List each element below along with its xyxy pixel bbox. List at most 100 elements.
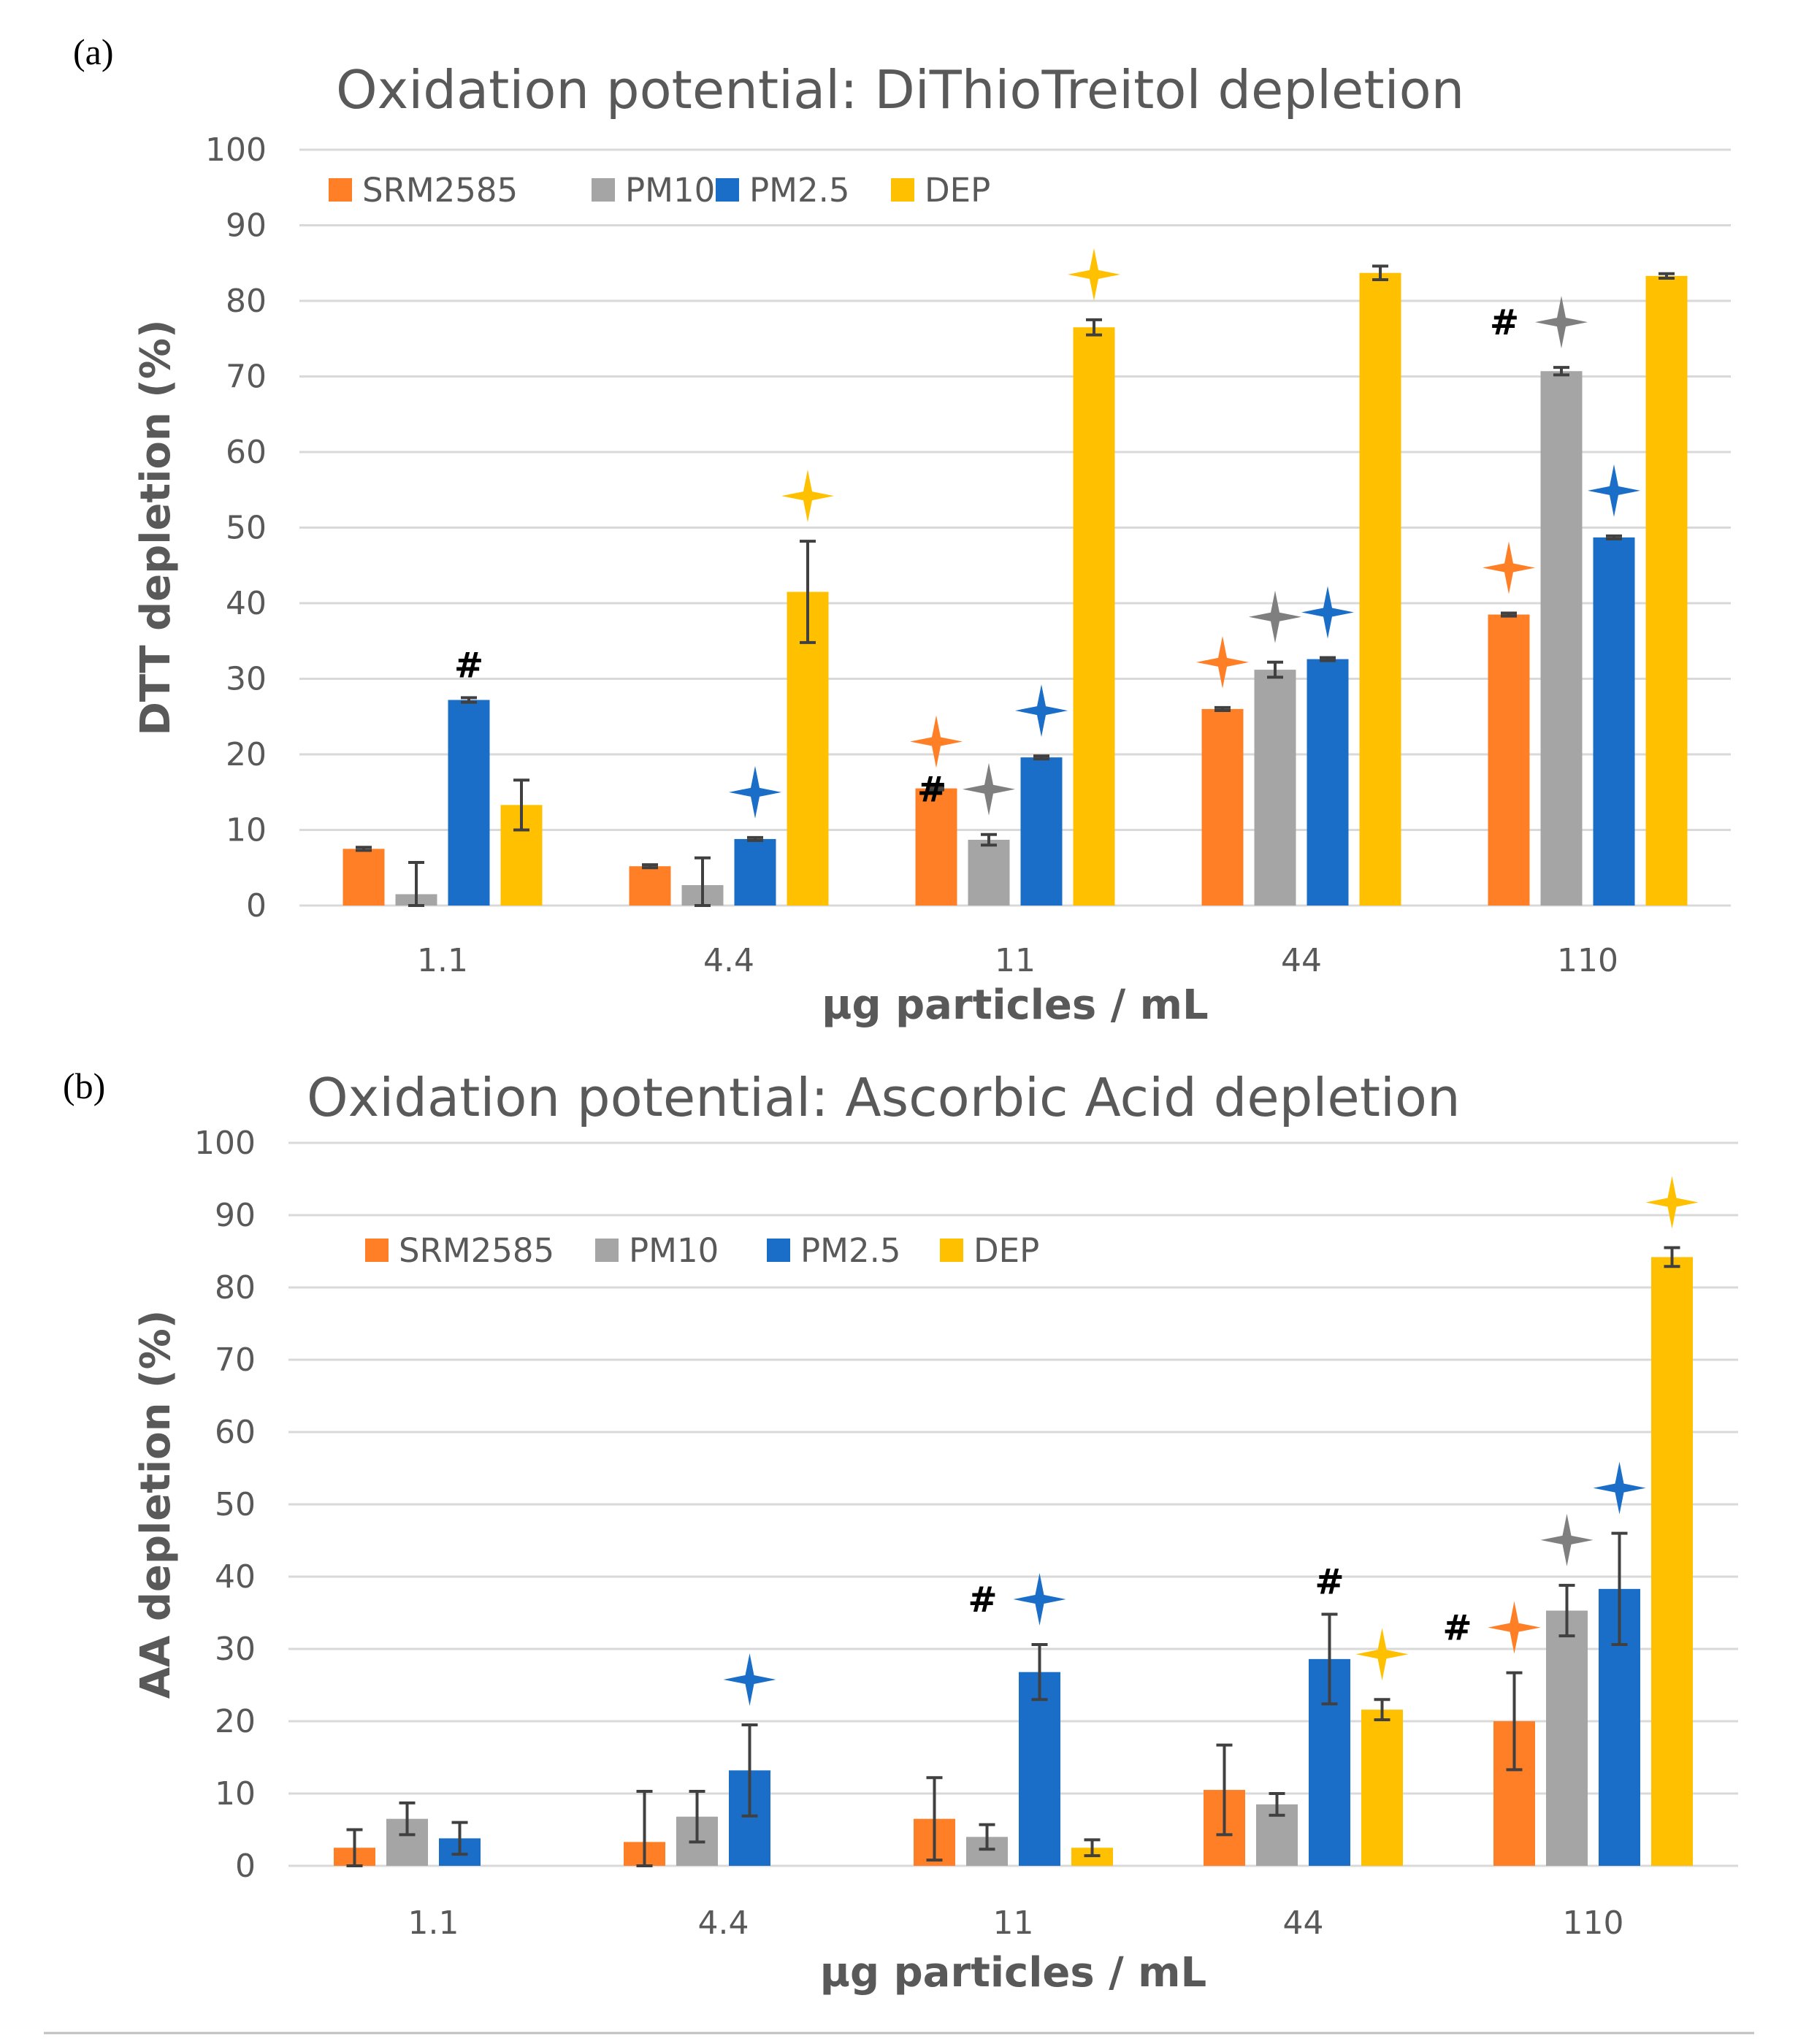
panel-a-label: (a) (73, 31, 114, 72)
y-tick-label: 50 (215, 1486, 256, 1523)
y-tick-label: 60 (215, 1414, 256, 1451)
error-bar (642, 863, 658, 870)
bar-srm2585-11 (915, 788, 957, 906)
bar-pm25-110 (1593, 537, 1635, 906)
significance-star (1540, 1513, 1594, 1566)
chart-title: Oxidation potential: Ascorbic Acid deple… (307, 1067, 1461, 1128)
error-bar (1033, 754, 1049, 761)
error-bar (979, 1823, 995, 1851)
bar-srm2585-44 (1201, 708, 1244, 906)
error-bar (695, 856, 711, 907)
y-tick-label: 0 (246, 887, 267, 925)
significance-hash: # (917, 770, 946, 811)
x-tick-label: 1.1 (408, 1905, 459, 1942)
legend-label: DEP (925, 171, 990, 210)
bar-pm25-44 (1307, 659, 1349, 906)
significance-hash: # (1490, 302, 1519, 343)
significance-hash: # (1315, 1561, 1344, 1602)
error-bar (1084, 1838, 1101, 1858)
significance-hash: # (968, 1580, 997, 1620)
error-bar (461, 696, 477, 704)
error-bar (1501, 611, 1517, 618)
bar-dep-4.4 (787, 592, 829, 906)
significance-star (1355, 1628, 1409, 1681)
chart-a: Oxidation potential: DiThioTreitol deple… (132, 59, 1731, 1029)
legend-swatch (329, 178, 352, 202)
bar-srm2585-110 (1488, 614, 1530, 906)
error-bar (408, 861, 424, 907)
x-axis-label: µg particles / mL (822, 981, 1208, 1029)
significance-star (1013, 1573, 1066, 1626)
chart-b: Oxidation potential: Ascorbic Acid deple… (132, 1067, 1738, 1997)
error-bar (926, 1776, 943, 1862)
error-bar (689, 1790, 705, 1844)
legend-label: PM10 (625, 171, 715, 210)
error-bar (1611, 1531, 1628, 1647)
significance-star (1535, 296, 1588, 349)
x-tick-label: 44 (1283, 1905, 1324, 1942)
bar-dep-110 (1651, 1257, 1693, 1866)
y-tick-label: 40 (215, 1558, 256, 1596)
error-bar (800, 540, 816, 644)
error-bar (356, 846, 372, 852)
error-bar (346, 1828, 363, 1867)
legend-label: SRM2585 (362, 171, 518, 210)
error-bar (451, 1821, 468, 1856)
significance-star (1015, 684, 1068, 738)
error-bar (1553, 366, 1569, 377)
error-bar (636, 1790, 653, 1867)
panel-b-label: (b) (63, 1065, 106, 1106)
error-bar (1659, 272, 1675, 280)
significance-star (1196, 635, 1249, 689)
bar-dep-110 (1645, 275, 1688, 906)
significance-star (1249, 590, 1301, 643)
chart-title: Oxidation potential: DiThioTreitol deple… (336, 59, 1464, 120)
error-bar (1321, 1612, 1338, 1706)
legend-swatch (365, 1239, 389, 1262)
significance-star (1645, 1176, 1699, 1229)
legend-swatch (940, 1239, 963, 1262)
y-axis-label: DTT depletion (%) (132, 319, 180, 735)
significance-star (1593, 1461, 1646, 1515)
error-bar (981, 832, 997, 847)
bar-pm25-11 (1020, 757, 1063, 906)
y-tick-label: 100 (205, 131, 267, 169)
y-tick-label: 10 (215, 1775, 256, 1813)
bar-pm25-1.1 (448, 700, 490, 906)
x-tick-label: 4.4 (698, 1905, 749, 1942)
error-bar (1374, 1698, 1390, 1722)
y-tick-label: 40 (226, 585, 267, 622)
legend-label: PM10 (629, 1231, 719, 1270)
y-tick-label: 0 (235, 1848, 256, 1885)
bar-dep-44 (1359, 272, 1401, 906)
error-bar (1372, 264, 1388, 282)
x-tick-label: 110 (1557, 942, 1618, 979)
y-tick-label: 30 (215, 1631, 256, 1668)
legend-swatch (592, 178, 615, 202)
error-bar (399, 1801, 416, 1837)
error-bar (1320, 656, 1336, 662)
error-bar (741, 1723, 758, 1818)
y-axis-label: AA depletion (%) (132, 1310, 180, 1699)
significance-star (723, 1653, 776, 1706)
significance-star (1488, 1601, 1541, 1654)
x-tick-label: 4.4 (703, 942, 754, 979)
y-tick-label: 90 (215, 1197, 256, 1234)
bar-srm2585-1.1 (343, 849, 385, 906)
y-tick-label: 10 (226, 812, 267, 849)
legend-swatch (716, 178, 739, 202)
significance-star (729, 765, 781, 819)
x-axis-label: µg particles / mL (820, 1949, 1206, 1997)
y-tick-label: 50 (226, 510, 267, 547)
y-tick-label: 60 (226, 434, 267, 471)
y-tick-label: 70 (215, 1341, 256, 1379)
y-tick-label: 90 (226, 207, 267, 245)
error-bar (513, 778, 529, 832)
error-bar (1506, 1671, 1523, 1772)
error-bar (1606, 534, 1622, 541)
significance-hash: # (454, 645, 483, 686)
x-tick-label: 110 (1563, 1905, 1624, 1942)
legend-swatch (891, 178, 914, 202)
legend-swatch (595, 1239, 619, 1262)
error-bar (1269, 1792, 1285, 1817)
